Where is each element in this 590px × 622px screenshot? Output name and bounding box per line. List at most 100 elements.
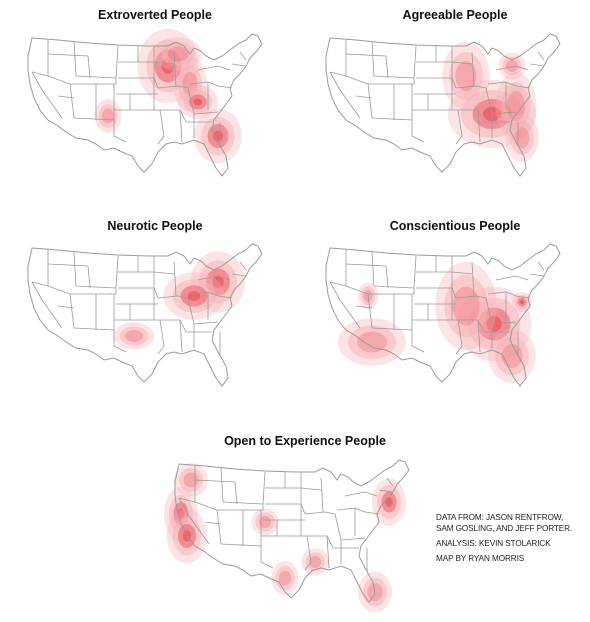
state-border xyxy=(413,45,417,79)
state-border xyxy=(47,75,75,119)
state-border xyxy=(320,477,324,513)
state-border xyxy=(471,261,475,297)
state-border xyxy=(115,255,119,289)
credit-map-author: MAP BY RYAN MORRIS xyxy=(436,554,525,563)
hotspot xyxy=(455,61,477,91)
us-map-conscientious xyxy=(325,243,561,387)
state-border xyxy=(179,319,183,353)
state-border xyxy=(451,271,473,275)
state-border xyxy=(386,477,394,487)
state-border xyxy=(153,271,175,275)
state-border xyxy=(451,61,473,65)
country-outline xyxy=(27,33,263,177)
state-border xyxy=(495,65,529,71)
state-border xyxy=(113,330,127,353)
state-border xyxy=(173,261,177,297)
state-border xyxy=(57,305,75,309)
hotspot xyxy=(255,512,275,532)
hotspot xyxy=(510,121,534,155)
state-border xyxy=(115,45,119,79)
hotspot xyxy=(514,127,530,149)
hotspot xyxy=(506,60,518,72)
state-border xyxy=(371,41,415,79)
state-border xyxy=(368,288,415,295)
state-border xyxy=(87,265,91,289)
state-border xyxy=(262,471,266,505)
hotspot xyxy=(179,468,203,492)
state-border xyxy=(118,287,159,299)
state-border xyxy=(47,263,89,267)
state-border xyxy=(157,319,165,355)
state-border xyxy=(260,546,274,569)
hotspot xyxy=(502,56,522,76)
us-map-agreeable xyxy=(325,33,561,177)
hotspot xyxy=(501,344,523,368)
map-title-extroverted: Extroverted People xyxy=(98,8,212,22)
state-border xyxy=(455,85,487,89)
state-border xyxy=(70,78,117,85)
state-border xyxy=(371,251,415,289)
state-border xyxy=(378,489,394,493)
state-border xyxy=(307,535,334,549)
state-border xyxy=(491,321,517,325)
credit-analysis: ANALYSIS: KEVIN STOLARICK xyxy=(436,539,551,548)
state-border xyxy=(217,504,264,511)
border-layer xyxy=(174,459,410,603)
state-border xyxy=(197,275,231,281)
state-border xyxy=(455,319,463,355)
state-border xyxy=(87,55,91,79)
state-border xyxy=(411,120,425,143)
map-title-neurotic: Neurotic People xyxy=(107,219,203,233)
state-border xyxy=(495,275,529,281)
state-border xyxy=(515,295,531,299)
credit-data-line2: SAM GOSLING, AND JEFF PORTER. xyxy=(436,524,573,533)
state-border xyxy=(70,288,117,295)
state-border xyxy=(477,319,481,353)
state-border xyxy=(413,255,417,289)
state-border xyxy=(193,321,219,325)
state-border xyxy=(334,513,342,564)
country-outline xyxy=(27,243,263,387)
hotspot xyxy=(495,336,529,376)
state-border xyxy=(304,535,312,571)
state-border xyxy=(537,261,545,271)
us-map-extroverted xyxy=(27,28,263,177)
hotspot-layer xyxy=(442,42,539,162)
state-border xyxy=(197,65,231,71)
hotspot xyxy=(279,570,291,586)
state-border xyxy=(304,511,336,515)
state-border xyxy=(73,294,115,331)
state-border xyxy=(385,55,389,79)
state-border xyxy=(340,537,366,541)
state-border xyxy=(31,281,63,329)
state-border xyxy=(326,535,330,569)
state-border xyxy=(57,95,75,99)
state-border xyxy=(336,507,366,513)
state-border xyxy=(345,75,373,119)
map-title-openness: Open to Experience People xyxy=(224,434,386,448)
state-border xyxy=(113,120,127,143)
hotspot xyxy=(309,556,321,568)
country-outline xyxy=(174,459,410,603)
state-border xyxy=(515,85,531,89)
hotspot xyxy=(161,42,195,66)
state-border xyxy=(364,511,380,515)
border-layer xyxy=(325,243,561,387)
state-border xyxy=(491,111,517,115)
hotspot xyxy=(213,130,223,142)
state-border xyxy=(73,41,117,79)
hotspot xyxy=(519,299,525,305)
hotspot xyxy=(385,497,393,507)
state-border xyxy=(345,263,387,267)
state-border xyxy=(385,265,389,289)
state-border xyxy=(47,285,75,329)
credit-data-line1: DATA FROM: JASON RENTFROW, xyxy=(436,513,564,522)
state-border xyxy=(179,109,183,143)
state-border xyxy=(368,78,415,85)
border-layer xyxy=(27,243,263,387)
hotspot xyxy=(102,108,114,124)
hotspot xyxy=(167,46,189,62)
state-border xyxy=(477,109,481,143)
hotspot xyxy=(98,104,118,128)
state-border xyxy=(455,295,487,299)
